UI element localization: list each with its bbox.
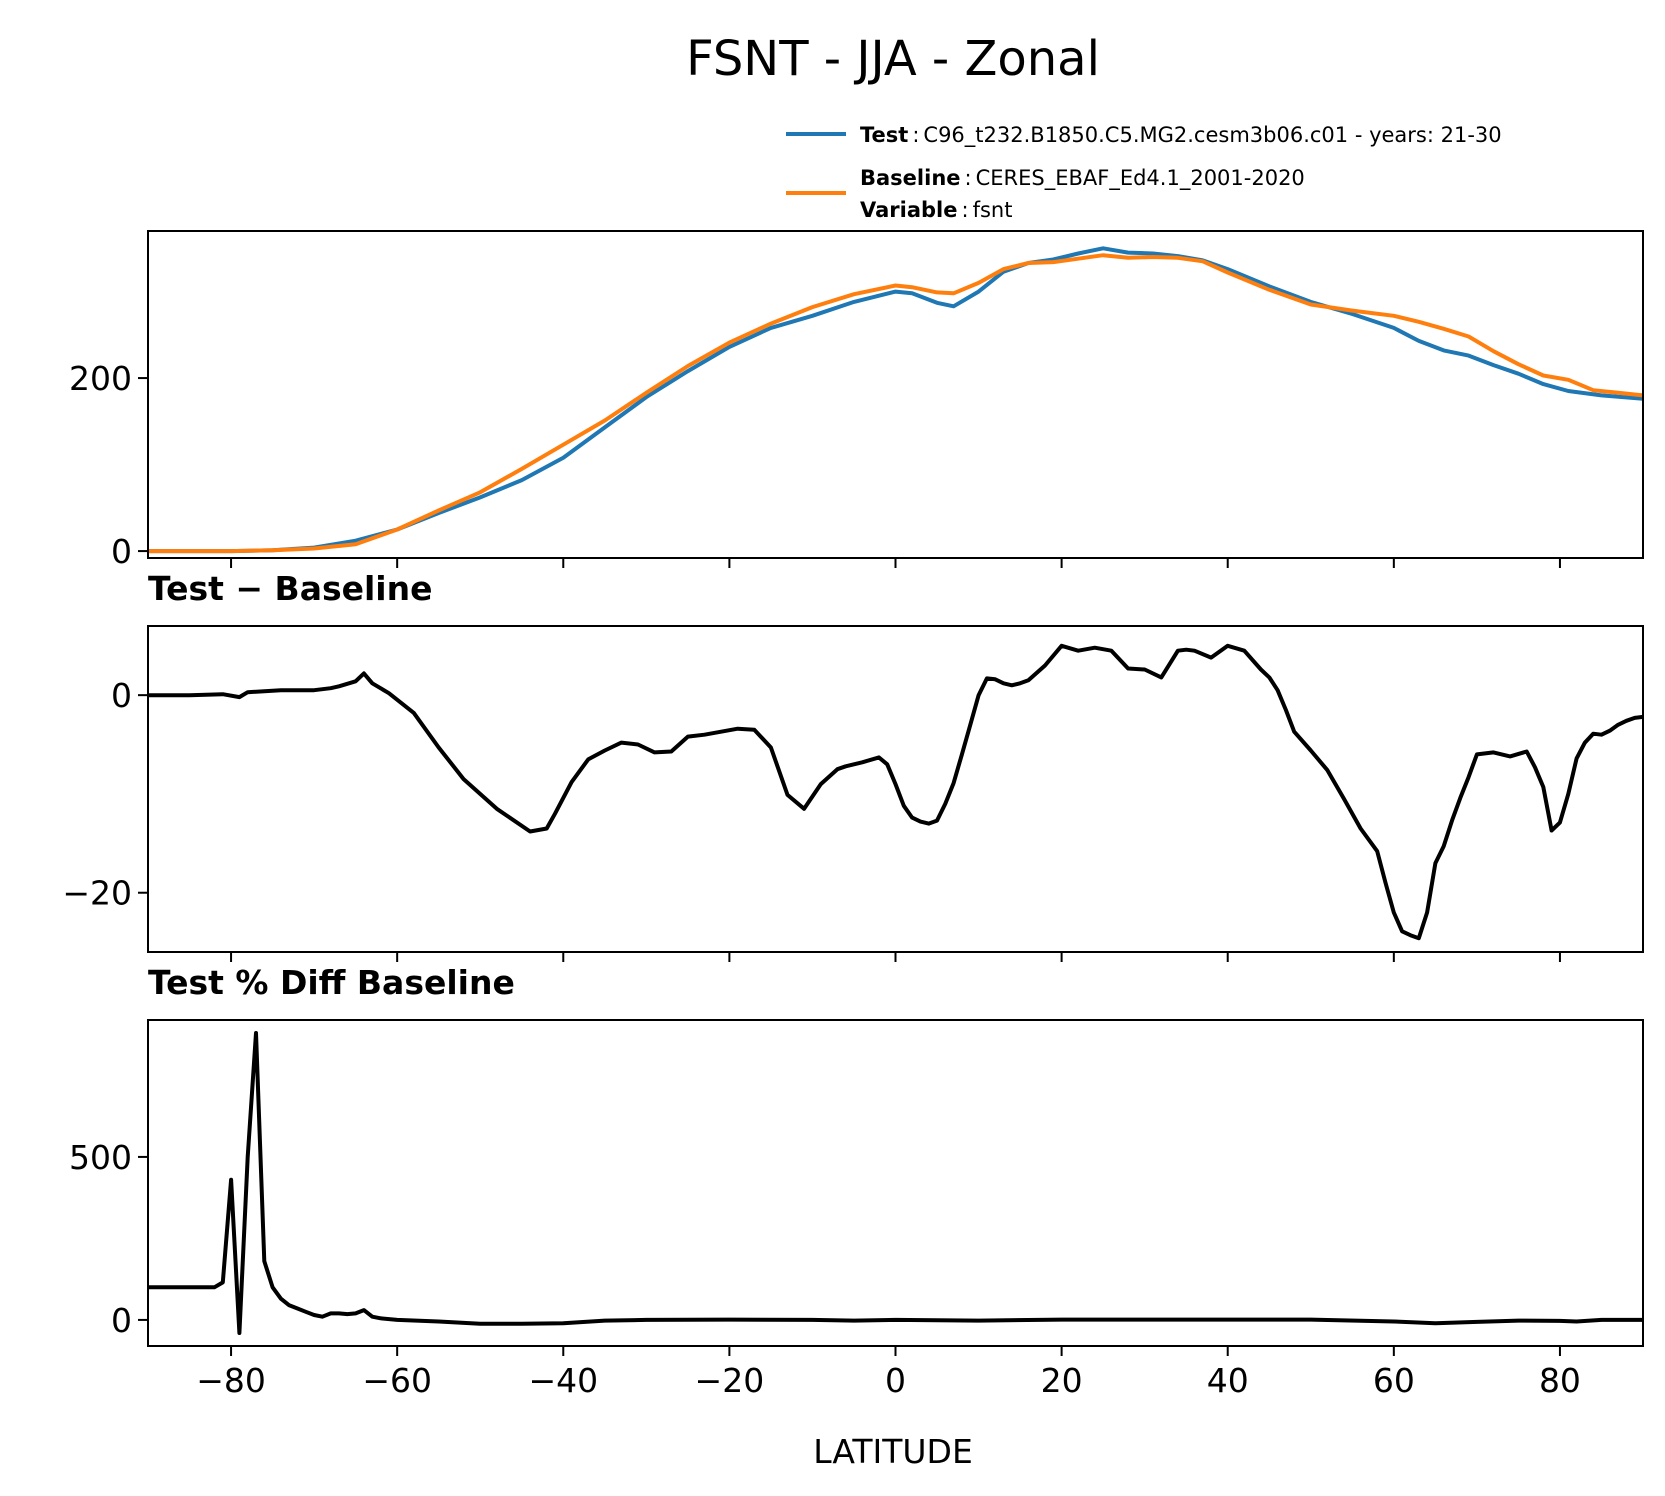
legend-test-value: C96_t232.B1850.C5.MG2.cesm3b06.c01 - yea…: [923, 123, 1501, 148]
x-tick-label: −40: [528, 1361, 598, 1400]
legend-baseline-key: Baseline: [860, 166, 961, 190]
series-line: [148, 643, 1643, 941]
panel-title: Test − Baseline: [148, 569, 433, 608]
series-line: [148, 1031, 1643, 1335]
x-tick-label: 20: [1041, 1361, 1083, 1400]
panel-fsnt: 0 200: [69, 230, 1644, 571]
x-tick-label: −20: [695, 1361, 765, 1400]
y-tick-label: 0: [111, 676, 132, 715]
panel-title: Test % Diff Baseline: [148, 963, 515, 1002]
x-tick-label: 60: [1373, 1361, 1415, 1400]
legend-baseline-sep: :: [965, 166, 972, 190]
axes-frame: [147, 230, 1644, 559]
y-tick-label: 200: [69, 359, 132, 398]
y-tick-label: 0: [111, 1301, 132, 1340]
y-tick-label: 0: [111, 532, 132, 571]
series-line-test: [148, 246, 1643, 554]
legend-test-sep: :: [912, 123, 919, 147]
x-tick-label: 80: [1539, 1361, 1581, 1400]
legend: Test: C96_t232.B1850.C5.MG2.cesm3b06.c01 …: [786, 123, 1502, 222]
svg-text:Test:C96_t232.B1850.C5.MG2.ces: Test: C96_t232.B1850.C5.MG2.cesm3b06.c01 …: [860, 123, 1502, 148]
svg-text:Variable:fsnt: Variable: fsnt: [860, 198, 1012, 222]
x-tick-label: −60: [362, 1361, 432, 1400]
legend-variable-sep: :: [961, 198, 968, 222]
legend-variable-value: fsnt: [973, 198, 1013, 222]
legend-test-key: Test: [860, 123, 908, 147]
legend-baseline-value: CERES_EBAF_Ed4.1_2001-2020: [976, 166, 1305, 191]
y-tick-label: 500: [69, 1138, 132, 1177]
x-tick-label: 0: [885, 1361, 906, 1400]
panel-test-minus-baseline: Test − Baseline −20 0: [62, 569, 1644, 962]
x-axis-label: LATITUDE: [813, 1432, 973, 1471]
figure-title: FSNT - JJA - Zonal: [686, 31, 1100, 87]
legend-variable-key: Variable: [860, 198, 957, 222]
series-line-baseline: [148, 253, 1643, 554]
y-tick-label: −20: [62, 874, 132, 913]
x-tick-label: −80: [196, 1361, 266, 1400]
svg-text:Baseline:CERES_EBAF_Ed4.1_2001: Baseline: CERES_EBAF_Ed4.1_2001-2020: [860, 166, 1305, 191]
x-tick-label: 40: [1207, 1361, 1249, 1400]
panel-percent-diff: Test % Diff Baseline −80 −60 −40 −20 0 20 40 60…: [69, 963, 1644, 1400]
axes-frame: [147, 1019, 1644, 1347]
